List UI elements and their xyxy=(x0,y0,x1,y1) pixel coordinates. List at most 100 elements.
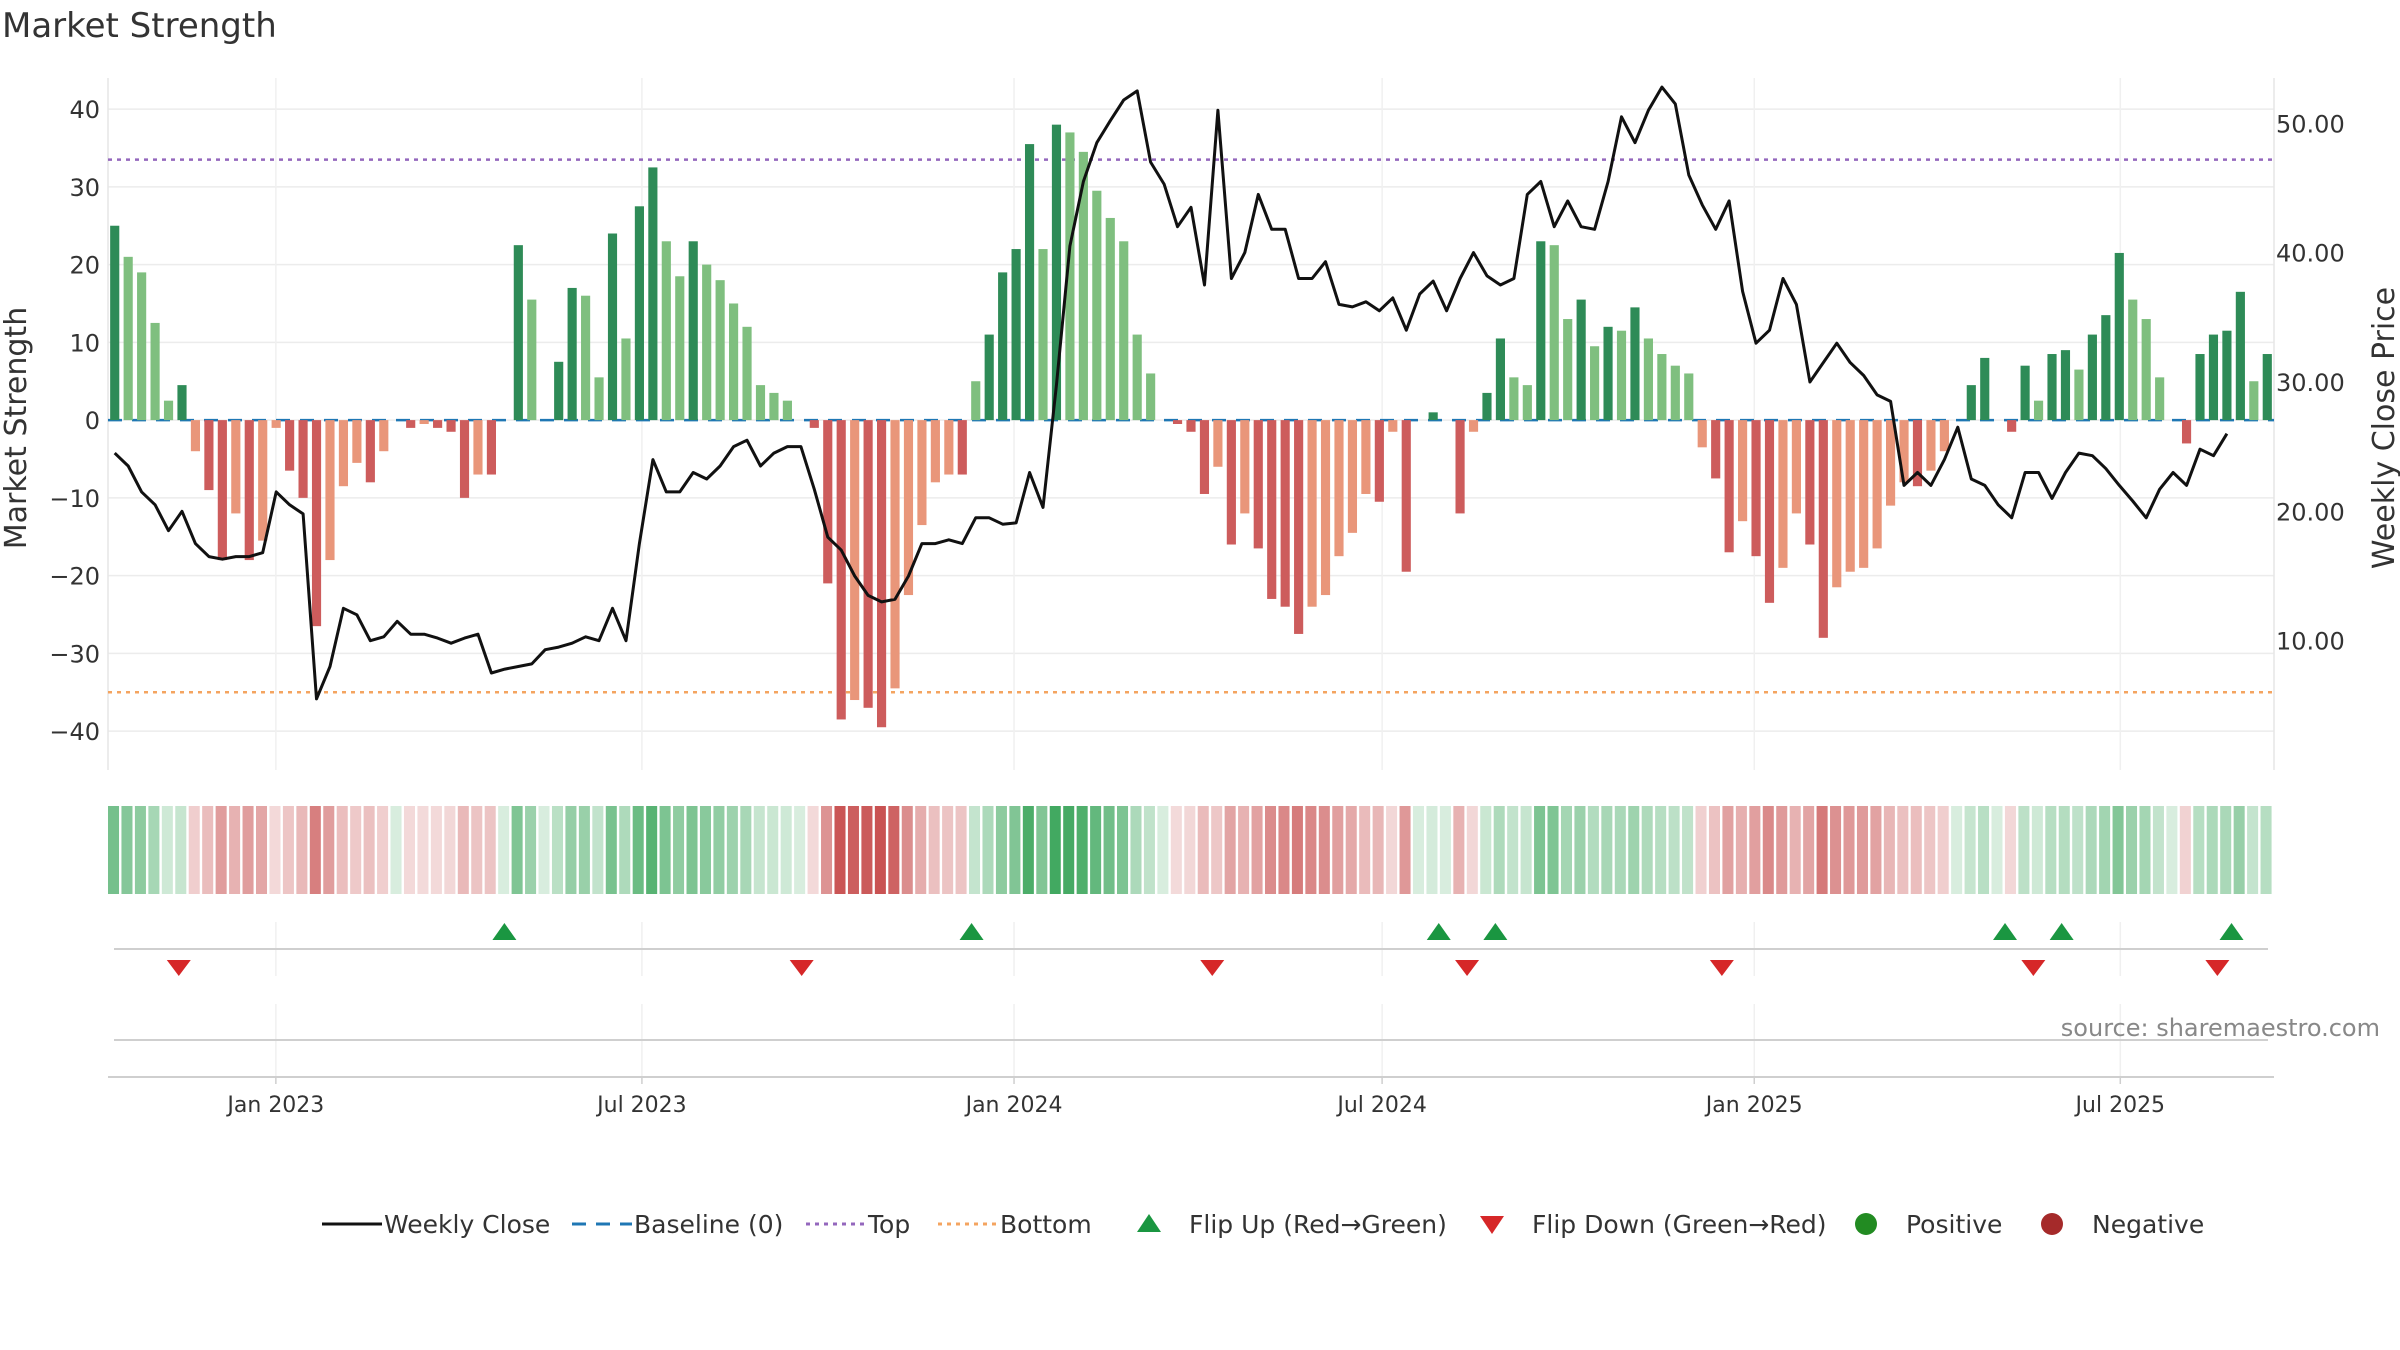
strength-bar xyxy=(2235,291,2245,421)
strength-bar xyxy=(850,420,860,701)
strength-bar xyxy=(1590,346,1600,421)
legend-label: Flip Down (Green→Red) xyxy=(1532,1210,1827,1239)
heat-cell xyxy=(1318,806,1330,894)
heat-cell xyxy=(1507,806,1519,894)
strength-bar xyxy=(1011,249,1021,421)
heat-cell xyxy=(323,806,335,894)
strength-bar xyxy=(809,420,819,428)
strength-bar xyxy=(2033,400,2044,421)
heat-cell xyxy=(538,806,550,894)
strength-bar xyxy=(607,233,618,421)
strength-bar xyxy=(1980,357,1990,421)
heat-cell xyxy=(1614,806,1626,894)
heat-cell xyxy=(1695,806,1707,894)
strength-bar xyxy=(2141,319,2151,421)
heat-cell xyxy=(2112,806,2124,894)
heat-cell xyxy=(847,806,859,894)
heat-cell xyxy=(1870,806,1882,894)
heat-cell xyxy=(1090,806,1102,894)
chart-title: Market Strength xyxy=(2,6,277,46)
heat-cell xyxy=(1708,806,1720,894)
heat-cell xyxy=(861,806,873,894)
strength-bar xyxy=(984,334,994,421)
strength-bar xyxy=(1334,420,1344,557)
heat-cell xyxy=(1372,806,1384,894)
heat-cell xyxy=(2152,806,2164,894)
heat-cell xyxy=(1587,806,1599,894)
heat-cell xyxy=(215,806,227,894)
heat-cell xyxy=(1856,806,1868,894)
heat-cell xyxy=(1843,806,1855,894)
heat-cell xyxy=(1291,806,1303,894)
heat-cell xyxy=(1211,806,1223,894)
strength-bar xyxy=(823,420,833,584)
strength-bar xyxy=(1643,338,1653,421)
heat-cell xyxy=(202,806,214,894)
legend-item: Positive xyxy=(1855,1210,2002,1239)
strength-bar xyxy=(1926,420,1936,471)
heat-cell xyxy=(1399,806,1411,894)
strength-bar xyxy=(2208,334,2219,421)
heat-cell xyxy=(1924,806,1936,894)
date-axis: Jan 2023 Jul 2023 Jan 2024 Jul 2024 Jan 2025… xyxy=(225,1077,2165,1118)
legend-swatch-flip-up xyxy=(1137,1214,1161,1232)
strength-bar xyxy=(1845,420,1855,572)
strength-bar xyxy=(473,420,483,475)
strength-bar xyxy=(1912,420,1923,487)
heat-cell xyxy=(794,806,806,894)
legend-label: Top xyxy=(867,1210,910,1239)
heat-cell xyxy=(2004,806,2016,894)
heat-cell xyxy=(1789,806,1801,894)
flip-down-marker xyxy=(166,960,191,976)
heat-cell xyxy=(995,806,1007,894)
heat-cell xyxy=(1655,806,1667,894)
heat-cell xyxy=(834,806,846,894)
heat-cell xyxy=(1749,806,1761,894)
flip-markers xyxy=(114,923,2268,976)
heat-cell xyxy=(108,806,120,894)
heat-cell xyxy=(1184,806,1196,894)
strength-bar xyxy=(325,420,335,561)
strength-bar xyxy=(1886,420,1896,506)
flip-down-marker xyxy=(789,960,814,976)
strength-bar xyxy=(648,167,658,421)
flip-up-marker xyxy=(2219,923,2244,940)
heat-cell xyxy=(1063,806,1075,894)
legend-item: Baseline (0) xyxy=(572,1210,783,1239)
y2-axis-label: Weekly Close Price xyxy=(2367,287,2400,569)
strength-bar xyxy=(1092,190,1102,421)
heat-cell xyxy=(901,806,913,894)
x-tick-label: Jul 2024 xyxy=(1335,1093,1427,1118)
weekly-close-line xyxy=(113,85,2229,701)
strength-bar xyxy=(1038,249,1048,421)
strength-bar xyxy=(1509,377,1519,421)
strength-bar xyxy=(258,420,268,541)
heat-cell xyxy=(511,806,523,894)
heat-cell xyxy=(888,806,900,894)
heat-cell xyxy=(175,806,187,894)
strength-bar xyxy=(110,225,120,421)
heat-cell xyxy=(1332,806,1344,894)
heat-cell xyxy=(417,806,429,894)
heat-cell xyxy=(1117,806,1129,894)
strength-bar xyxy=(1132,334,1142,421)
heat-cell xyxy=(646,806,658,894)
heat-cell xyxy=(1238,806,1250,894)
heat-cell xyxy=(1197,806,1209,894)
strength-bar xyxy=(876,420,887,728)
legend-swatch-negative xyxy=(2041,1213,2063,1235)
strength-bar xyxy=(244,420,254,561)
strength-bar xyxy=(634,206,644,421)
heat-cell xyxy=(619,806,631,894)
heat-cell xyxy=(1224,806,1236,894)
strength-bar xyxy=(1024,144,1035,421)
heat-cell xyxy=(2206,806,2218,894)
strength-bar xyxy=(459,420,470,498)
heat-cell xyxy=(726,806,738,894)
strength-bar xyxy=(688,241,698,421)
heat-cell xyxy=(350,806,362,894)
flip-down-marker xyxy=(1455,960,1480,976)
strength-bar xyxy=(1899,420,1909,483)
strength-bar xyxy=(1818,420,1828,638)
heat-cell xyxy=(484,806,496,894)
